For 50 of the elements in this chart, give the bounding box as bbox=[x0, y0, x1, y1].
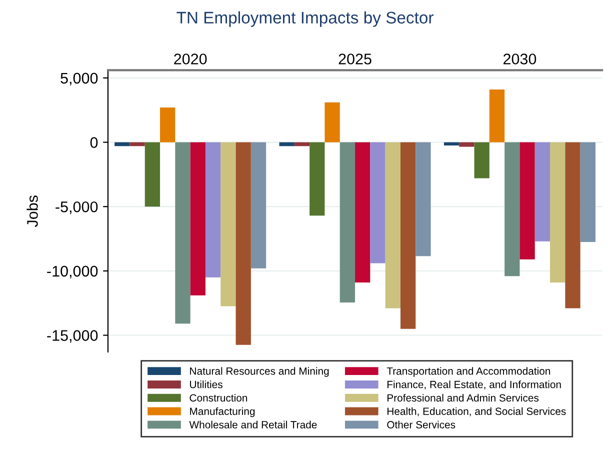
x-tick-label: 2020 bbox=[174, 54, 207, 64]
legend-label: Finance, Real Estate, and Information bbox=[387, 380, 561, 390]
legend-label: Utilities bbox=[190, 380, 222, 388]
legend-label: Other Services bbox=[387, 420, 456, 428]
bar bbox=[534, 142, 550, 242]
bar bbox=[355, 142, 370, 283]
bar bbox=[340, 142, 356, 302]
bar bbox=[205, 142, 221, 278]
bar bbox=[144, 142, 160, 207]
bar bbox=[400, 142, 416, 329]
bar bbox=[504, 142, 520, 276]
bar bbox=[250, 142, 266, 268]
y-tick-label: -15,000 bbox=[47, 330, 98, 343]
bar bbox=[279, 142, 294, 146]
legend-label: Natural Resources and Mining bbox=[190, 367, 329, 377]
bar bbox=[190, 142, 206, 296]
y-axis-title: Jobs bbox=[26, 196, 38, 227]
legend-label: Health, Education, and Social Services bbox=[387, 407, 566, 416]
bar bbox=[294, 142, 310, 146]
bar bbox=[520, 142, 535, 260]
bar bbox=[220, 142, 236, 306]
y-tick-label: -10,000 bbox=[47, 266, 98, 278]
x-tick-label: 2025 bbox=[338, 54, 372, 64]
bar bbox=[550, 142, 566, 283]
bar bbox=[370, 142, 386, 264]
bar bbox=[310, 142, 325, 216]
bar bbox=[474, 142, 490, 178]
bar bbox=[175, 142, 190, 324]
legend-label: Construction bbox=[190, 394, 248, 402]
legend-label: Manufacturing bbox=[190, 407, 255, 418]
y-tick-label: 5,000 bbox=[60, 72, 98, 86]
bar bbox=[416, 142, 431, 256]
legend-label: Wholesale and Retail Trade bbox=[189, 420, 317, 428]
bar bbox=[324, 102, 340, 142]
bar bbox=[114, 142, 130, 146]
chart-title: TN Employment Impacts by Sector bbox=[176, 11, 434, 27]
bar bbox=[160, 108, 176, 142]
bar bbox=[580, 142, 596, 242]
bar bbox=[130, 142, 145, 146]
bar bbox=[444, 142, 460, 146]
bar bbox=[565, 142, 580, 308]
legend-label: Professional and Admin Services bbox=[387, 394, 539, 402]
bar bbox=[385, 142, 400, 308]
bar bbox=[236, 142, 251, 345]
bar bbox=[489, 90, 505, 142]
y-tick-label: 0 bbox=[90, 137, 98, 148]
bar bbox=[459, 142, 474, 147]
legend-label: Transportation and Accommodation bbox=[386, 367, 550, 377]
x-tick-label: 2030 bbox=[503, 54, 536, 64]
y-tick-label: -5,000 bbox=[56, 201, 98, 214]
